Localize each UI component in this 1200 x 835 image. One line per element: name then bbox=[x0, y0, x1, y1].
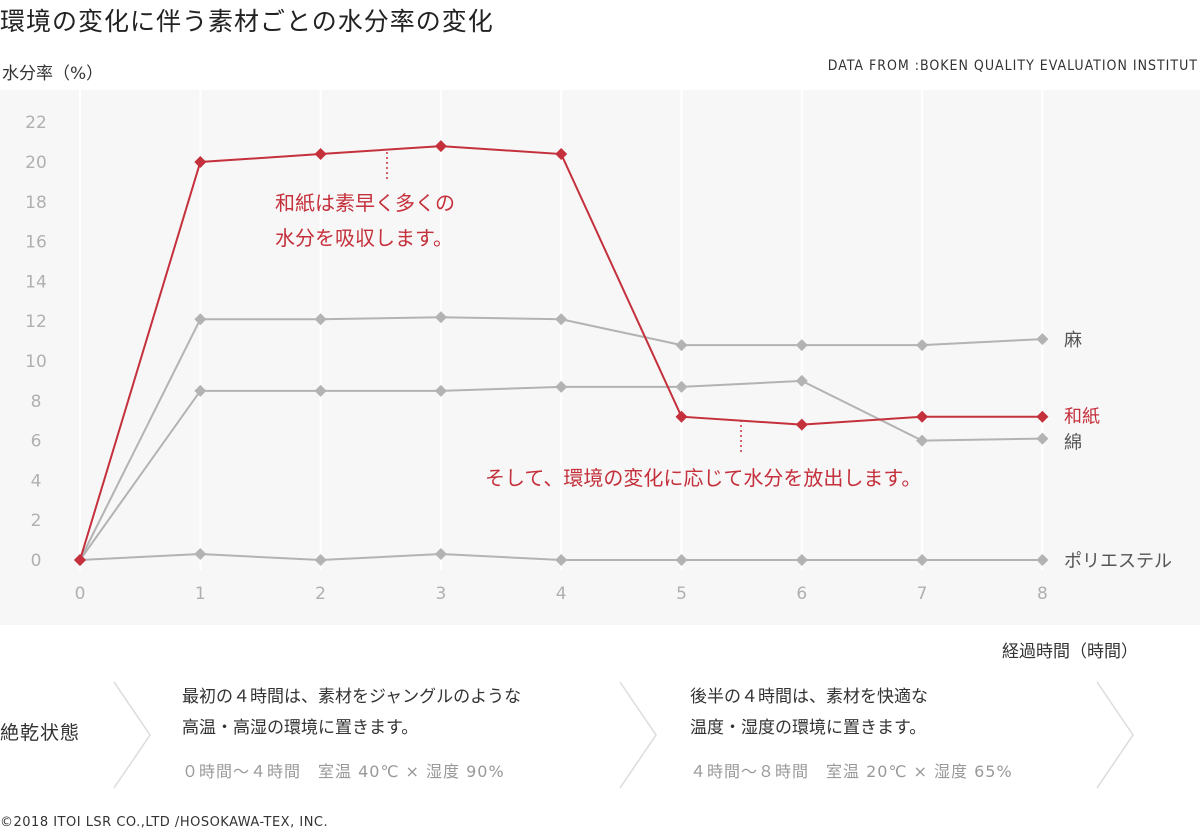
annotation-text: 水分を吸収します。 bbox=[275, 226, 453, 250]
moisture-line-chart: 0 1 2 3 4 5 6 7 80246810121416182022麻和紙綿ポリエステル和紙… bbox=[0, 90, 1200, 625]
phase-2-line-1: 後半の４時間は、素材を快適な bbox=[690, 687, 928, 707]
y-tick-label: 12 bbox=[25, 312, 47, 332]
phase-2-detail: ４時間〜８時間 室温 20℃ × 湿度 65% bbox=[690, 762, 1013, 781]
data-point bbox=[916, 434, 929, 447]
data-point bbox=[555, 148, 568, 161]
series-label: 和紙 bbox=[1064, 407, 1100, 428]
x-tick-label: 4 bbox=[556, 584, 567, 604]
conditions-panel: 絶乾状態 最初の４時間は、素材をジャングルのような 高温・高湿の環境に置きます。… bbox=[0, 670, 1200, 800]
data-point bbox=[795, 374, 808, 387]
data-point bbox=[555, 313, 568, 326]
data-point bbox=[434, 384, 447, 397]
data-point bbox=[555, 380, 568, 393]
chevron-right-icon bbox=[619, 681, 657, 789]
phase-2-description: 後半の４時間は、素材を快適な 温度・湿度の環境に置きます。 ４時間〜８時間 室温… bbox=[690, 682, 1013, 787]
y-tick-label: 2 bbox=[31, 511, 42, 531]
data-point bbox=[1036, 333, 1049, 346]
data-point bbox=[314, 554, 327, 566]
annotation-text: そして、環境の変化に応じて水分を放出します。 bbox=[485, 466, 921, 490]
data-point bbox=[675, 410, 688, 423]
data-point bbox=[314, 148, 327, 161]
y-tick-label: 16 bbox=[25, 233, 47, 253]
data-point bbox=[74, 554, 86, 566]
data-point bbox=[194, 313, 207, 326]
y-tick-label: 22 bbox=[25, 113, 47, 133]
chevron-right-icon bbox=[1096, 681, 1134, 789]
phase-1-line-1: 最初の４時間は、素材をジャングルのような bbox=[182, 687, 522, 707]
x-tick-label: 3 bbox=[435, 584, 446, 604]
plot-background bbox=[0, 90, 1200, 625]
x-axis-label: 経過時間（時間） bbox=[1002, 642, 1138, 662]
page-title: 環境の変化に伴う素材ごとの水分率の変化 bbox=[0, 7, 494, 36]
y-axis-label: 水分率（%） bbox=[2, 64, 104, 84]
x-tick-label: 2 bbox=[315, 584, 326, 604]
data-point bbox=[194, 548, 207, 561]
data-point bbox=[1036, 554, 1049, 566]
y-tick-label: 4 bbox=[31, 471, 42, 491]
series-label: ポリエステル bbox=[1064, 551, 1172, 572]
data-point bbox=[795, 418, 808, 431]
y-tick-label: 20 bbox=[25, 153, 47, 173]
data-point bbox=[434, 140, 447, 153]
y-tick-label: 0 bbox=[31, 551, 42, 571]
x-tick-label: 5 bbox=[676, 584, 687, 604]
series-label: 綿 bbox=[1064, 433, 1082, 454]
data-point bbox=[795, 554, 808, 566]
annotation-text: 和紙は素早く多くの bbox=[275, 191, 455, 215]
condition-label: 絶乾状態 bbox=[0, 722, 81, 744]
data-point bbox=[675, 554, 688, 566]
y-tick-label: 10 bbox=[25, 352, 47, 372]
x-tick-label: 1 bbox=[195, 584, 206, 604]
y-tick-label: 14 bbox=[25, 272, 47, 292]
data-point bbox=[314, 313, 327, 326]
data-point bbox=[555, 554, 568, 566]
data-point bbox=[194, 384, 207, 397]
y-tick-label: 6 bbox=[31, 432, 42, 452]
data-point bbox=[434, 548, 447, 561]
data-point bbox=[675, 380, 688, 393]
data-point bbox=[1036, 432, 1049, 445]
phase-1-description: 最初の４時間は、素材をジャングルのような 高温・高湿の環境に置きます。 ０時間〜… bbox=[182, 682, 521, 787]
x-tick-label: 6 bbox=[796, 584, 807, 604]
chevron-right-icon bbox=[113, 681, 151, 789]
y-tick-label: 8 bbox=[31, 392, 42, 412]
data-point bbox=[1036, 410, 1049, 423]
data-point bbox=[434, 311, 447, 324]
data-point bbox=[795, 339, 808, 352]
phase-1-line-2: 高温・高湿の環境に置きます。 bbox=[182, 718, 419, 738]
data-point bbox=[916, 339, 929, 352]
x-tick-label: 0 bbox=[75, 584, 86, 604]
phase-2-line-2: 温度・湿度の環境に置きます。 bbox=[690, 718, 927, 738]
x-tick-label: 8 bbox=[1037, 584, 1048, 604]
data-point bbox=[916, 554, 929, 566]
copyright: ©2018 ITOI LSR CO.,LTD /HOSOKAWA-TEX, IN… bbox=[0, 815, 329, 830]
x-tick-label: 7 bbox=[917, 584, 928, 604]
data-point bbox=[194, 156, 207, 168]
y-tick-label: 18 bbox=[25, 193, 47, 213]
data-point bbox=[675, 339, 688, 352]
data-point bbox=[314, 384, 327, 397]
data-point bbox=[916, 410, 929, 423]
data-source: DATA FROM :BOKEN QUALITY EVALUATION INST… bbox=[827, 58, 1198, 74]
phase-1-detail: ０時間〜４時間 室温 40℃ × 湿度 90% bbox=[182, 762, 505, 781]
series-label: 麻 bbox=[1064, 330, 1082, 351]
